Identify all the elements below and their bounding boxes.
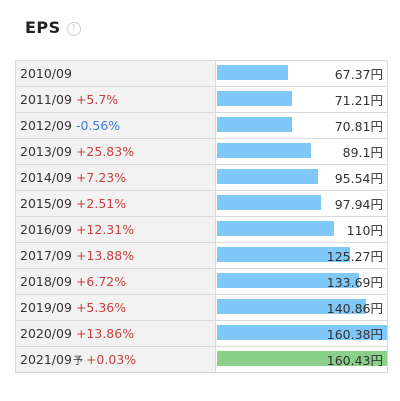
change-percent: +13.86% — [75, 326, 135, 341]
eps-value: 97.94円 — [334, 197, 383, 212]
period-cell: 2013/09 +25.83% — [16, 139, 216, 164]
value-cell: 160.43円 — [216, 347, 387, 372]
change-percent: +25.83% — [75, 144, 135, 159]
forecast-mark: 予 — [72, 356, 83, 367]
change-percent: +2.51% — [75, 196, 127, 211]
eps-bar — [217, 221, 334, 236]
eps-table: 2010/09 67.37円 2011/09 +5.7% 71.21円 2012/09 -0… — [15, 60, 388, 373]
table-row: 2014/09 +7.23% 95.54円 — [15, 165, 388, 191]
period-label: 2010/09 — [20, 66, 72, 81]
value-cell: 70.81円 — [216, 113, 387, 138]
eps-bar — [217, 143, 311, 158]
period-cell: 2018/09 +6.72% — [16, 269, 216, 294]
help-icon[interactable]: ? — [66, 21, 81, 36]
eps-bar — [217, 325, 387, 340]
period-label: 2016/09 — [20, 222, 72, 237]
section-header: EPS ? — [25, 18, 81, 37]
period-label: 2013/09 — [20, 144, 72, 159]
change-percent: +12.31% — [75, 222, 135, 237]
period-cell: 2015/09 +2.51% — [16, 191, 216, 216]
value-cell: 97.94円 — [216, 191, 387, 216]
eps-value: 95.54円 — [334, 171, 383, 186]
period-label: 2020/09 — [20, 326, 72, 341]
value-cell: 125.27円 — [216, 243, 387, 268]
value-cell: 110円 — [216, 217, 387, 242]
eps-value: 89.1円 — [342, 145, 383, 160]
period-cell: 2010/09 — [16, 61, 216, 86]
period-cell: 2012/09 -0.56% — [16, 113, 216, 138]
period-label: 2015/09 — [20, 196, 72, 211]
table-row: 2010/09 67.37円 — [15, 61, 388, 87]
value-cell: 89.1円 — [216, 139, 387, 164]
eps-value: 125.27円 — [326, 249, 383, 264]
table-row: 2015/09 +2.51% 97.94円 — [15, 191, 388, 217]
section-title: EPS — [25, 18, 61, 37]
period-cell: 2016/09 +12.31% — [16, 217, 216, 242]
period-cell: 2021/09 予 +0.03% — [16, 347, 216, 372]
change-percent: +5.36% — [75, 300, 127, 315]
eps-value: 67.37円 — [334, 67, 383, 82]
table-row: 2019/09 +5.36% 140.86円 — [15, 295, 388, 321]
value-cell: 95.54円 — [216, 165, 387, 190]
period-label: 2017/09 — [20, 248, 72, 263]
table-row: 2016/09 +12.31% 110円 — [15, 217, 388, 243]
eps-bar — [217, 117, 292, 132]
period-cell: 2014/09 +7.23% — [16, 165, 216, 190]
period-label: 2012/09 — [20, 118, 72, 133]
change-percent: +0.03% — [85, 352, 137, 367]
eps-value: 160.38円 — [326, 327, 383, 342]
table-row: 2012/09 -0.56% 70.81円 — [15, 113, 388, 139]
table-row: 2013/09 +25.83% 89.1円 — [15, 139, 388, 165]
period-cell: 2017/09 +13.88% — [16, 243, 216, 268]
period-cell: 2019/09 +5.36% — [16, 295, 216, 320]
change-percent: +6.72% — [75, 274, 127, 289]
eps-bar — [217, 195, 321, 210]
period-cell: 2020/09 +13.86% — [16, 321, 216, 346]
period-label: 2021/09 — [20, 352, 72, 367]
eps-bar — [217, 247, 350, 262]
forecast-eps-bar — [217, 351, 387, 366]
period-cell: 2011/09 +5.7% — [16, 87, 216, 112]
eps-bar — [217, 91, 292, 106]
value-cell: 140.86円 — [216, 295, 387, 320]
change-percent: -0.56% — [75, 118, 121, 133]
value-cell: 133.69円 — [216, 269, 387, 294]
table-row: 2011/09 +5.7% 71.21円 — [15, 87, 388, 113]
eps-bar — [217, 273, 359, 288]
period-label: 2014/09 — [20, 170, 72, 185]
eps-value: 133.69円 — [326, 275, 383, 290]
eps-value: 160.43円 — [326, 353, 383, 368]
eps-bar — [217, 65, 288, 80]
eps-value: 140.86円 — [326, 301, 383, 316]
eps-value: 110円 — [346, 223, 383, 238]
period-label: 2011/09 — [20, 92, 72, 107]
value-cell: 71.21円 — [216, 87, 387, 112]
eps-value: 71.21円 — [334, 93, 383, 108]
change-percent: +7.23% — [75, 170, 127, 185]
eps-bar — [217, 299, 366, 314]
change-percent: +13.88% — [75, 248, 135, 263]
table-row: 2018/09 +6.72% 133.69円 — [15, 269, 388, 295]
table-row: 2020/09 +13.86% 160.38円 — [15, 321, 388, 347]
table-row: 2017/09 +13.88% 125.27円 — [15, 243, 388, 269]
eps-bar — [217, 169, 318, 184]
period-label: 2019/09 — [20, 300, 72, 315]
change-percent: +5.7% — [75, 92, 119, 107]
value-cell: 67.37円 — [216, 61, 387, 86]
table-row: 2021/09 予 +0.03% 160.43円 — [15, 347, 388, 373]
value-cell: 160.38円 — [216, 321, 387, 346]
period-label: 2018/09 — [20, 274, 72, 289]
eps-value: 70.81円 — [334, 119, 383, 134]
